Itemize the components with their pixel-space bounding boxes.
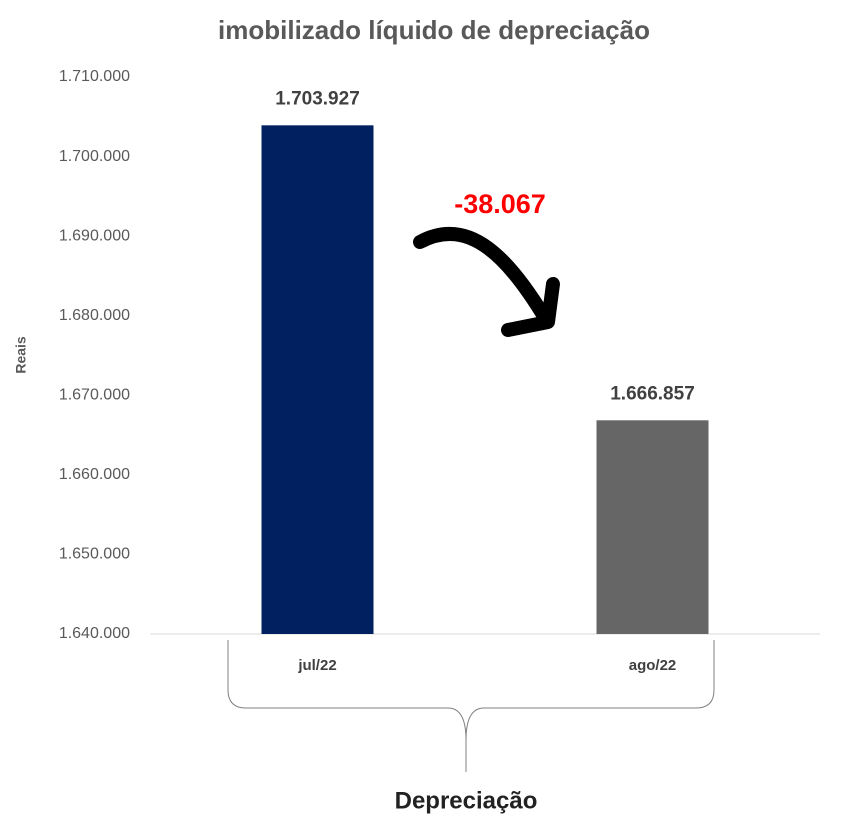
value-label: 1.666.857 — [610, 383, 695, 404]
y-tick-label: 1.650.000 — [59, 546, 130, 563]
bar — [261, 125, 374, 634]
y-tick-label: 1.700.000 — [59, 148, 130, 165]
value-label: 1.703.927 — [275, 88, 360, 109]
x-tick-label: jul/22 — [297, 657, 336, 674]
y-tick-label: 1.670.000 — [59, 387, 130, 404]
arrow-head — [501, 277, 560, 337]
y-tick-label: 1.640.000 — [59, 625, 130, 642]
x-axis-label: Depreciação — [395, 787, 538, 814]
x-tick-label: ago/22 — [629, 657, 677, 674]
y-tick-label: 1.680.000 — [59, 307, 130, 324]
arrow — [413, 226, 552, 325]
y-tick-label: 1.690.000 — [59, 227, 130, 244]
bracket — [227, 640, 715, 772]
y-tick-label: 1.710.000 — [59, 68, 130, 85]
chart-title: imobilizado líquido de depreciação — [218, 15, 650, 45]
bar — [596, 420, 709, 634]
y-tick-label: 1.660.000 — [59, 466, 130, 483]
y-axis-label: Reais — [13, 336, 29, 374]
annotation: -38.067 — [454, 189, 546, 219]
